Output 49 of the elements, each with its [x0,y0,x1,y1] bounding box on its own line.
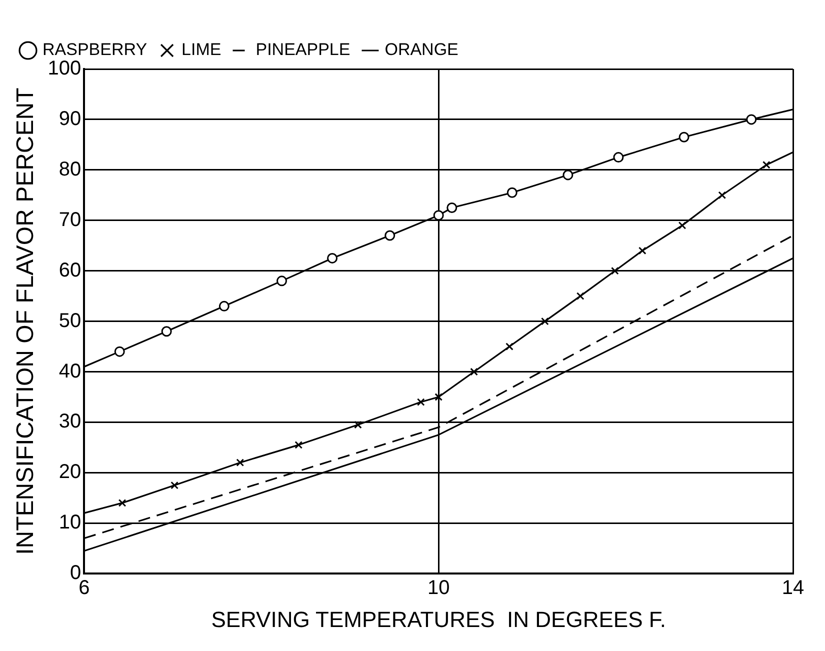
y-tick-label: 30 [58,410,82,433]
point [746,114,757,125]
y-tick-label: 10 [58,512,82,534]
point [327,252,338,264]
point [638,246,646,255]
point [678,221,686,230]
y-axis-title: INTENSIFICATION OF FLAVOR PERCENT [12,87,40,555]
point [434,393,443,401]
y-tick-label: 70 [58,208,82,231]
point [218,300,230,312]
point [433,210,444,221]
x-tick-label: 14 [782,577,804,600]
point [384,230,396,241]
y-tick-label: 0 [70,562,82,584]
point [506,342,514,350]
point [416,398,425,406]
y-tick-label: 50 [58,310,82,332]
point [118,499,126,507]
point [470,368,478,376]
point [294,440,303,449]
point [762,160,770,169]
y-tick-label: 80 [58,158,82,180]
point [354,420,362,429]
x-tick-label: 6 [78,577,90,600]
legend-label: LIME [182,40,222,60]
y-tick-label: 20 [58,461,82,484]
point [718,191,726,200]
y-tick-label: 60 [58,259,82,282]
point [613,152,624,163]
point [576,292,584,300]
point [236,458,244,467]
point [562,170,574,180]
point [506,187,518,198]
point [678,132,690,142]
point [276,276,288,286]
point [610,266,619,275]
point [161,326,172,337]
y-tick-label: 90 [58,108,82,130]
point [446,202,458,214]
legend-label: PINEAPPLE [256,40,350,60]
y-tick-label: 100 [48,58,82,80]
legend-label: RASPBERRY [42,40,148,60]
legend-label: ORANGE [384,40,458,60]
point [170,481,178,490]
point [540,317,549,326]
point [114,346,125,357]
x-tick-label: 10 [427,577,450,600]
y-tick-label: 40 [58,360,82,382]
x-axis-title: SERVING TEMPERATURES IN DEGREES F. [211,606,666,632]
